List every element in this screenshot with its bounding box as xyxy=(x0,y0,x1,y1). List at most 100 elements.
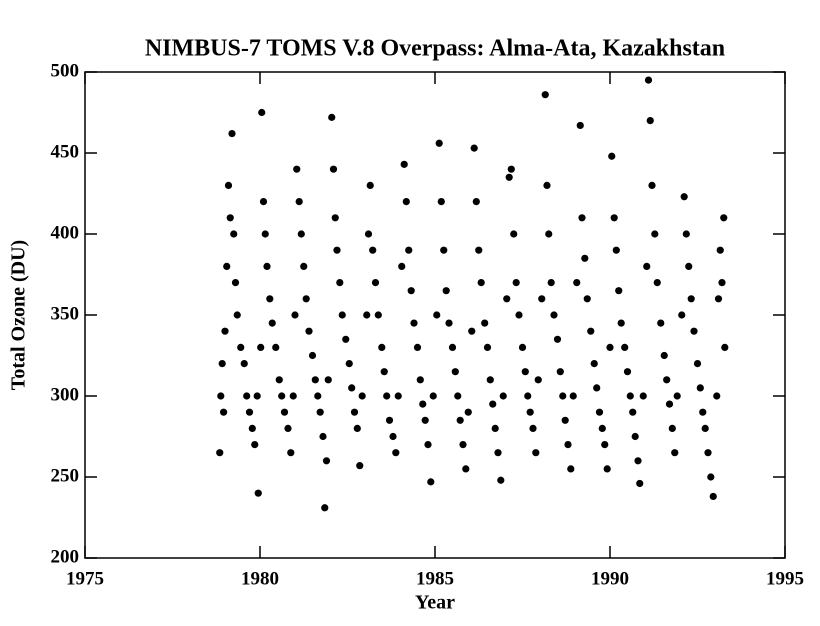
data-point xyxy=(543,181,551,189)
data-point xyxy=(636,479,644,488)
data-point xyxy=(671,449,679,457)
data-point xyxy=(287,449,295,457)
data-point xyxy=(333,246,341,254)
data-point xyxy=(356,462,364,470)
data-point xyxy=(701,424,709,432)
data-point xyxy=(413,343,422,351)
data-point xyxy=(648,181,656,189)
x-tick-label: 1990 xyxy=(591,568,629,589)
data-point xyxy=(682,230,690,238)
x-tick-label: 1980 xyxy=(241,568,279,589)
data-point xyxy=(424,441,432,449)
data-point xyxy=(429,392,437,400)
data-point xyxy=(419,400,427,408)
data-point xyxy=(505,173,513,181)
data-point xyxy=(507,165,515,173)
data-point xyxy=(284,424,292,432)
data-point xyxy=(451,368,459,376)
data-point xyxy=(251,441,259,449)
y-tick-label: 200 xyxy=(51,546,80,567)
data-point xyxy=(608,152,616,160)
data-point xyxy=(713,392,721,400)
data-point xyxy=(275,376,283,384)
data-point xyxy=(400,160,408,168)
data-point xyxy=(314,392,322,400)
data-point xyxy=(518,343,527,351)
data-point xyxy=(322,457,331,465)
data-point xyxy=(696,384,704,392)
data-point xyxy=(366,181,374,189)
data-point xyxy=(515,311,523,319)
data-point xyxy=(499,392,507,400)
data-point xyxy=(660,351,668,360)
data-point xyxy=(707,473,715,481)
data-point xyxy=(433,311,441,319)
data-point xyxy=(338,311,346,319)
data-point xyxy=(483,343,492,351)
data-point xyxy=(231,279,240,287)
data-point xyxy=(709,492,717,501)
data-point xyxy=(569,392,577,400)
data-point xyxy=(651,230,659,238)
data-point xyxy=(718,279,726,287)
x-tick-label: 1995 xyxy=(766,568,804,589)
data-point xyxy=(257,343,265,351)
data-point xyxy=(690,327,698,335)
data-point xyxy=(472,198,480,206)
data-point xyxy=(416,376,424,384)
data-point xyxy=(510,230,518,238)
data-point xyxy=(345,360,353,368)
data-point xyxy=(693,360,702,368)
data-point xyxy=(567,465,575,473)
data-point xyxy=(714,295,723,303)
data-point xyxy=(553,335,562,343)
data-point xyxy=(699,408,707,416)
data-point xyxy=(716,246,724,254)
data-point xyxy=(601,441,609,449)
data-point xyxy=(634,457,642,465)
data-point xyxy=(280,408,289,416)
data-point xyxy=(328,113,336,121)
data-point xyxy=(398,262,406,270)
data-point xyxy=(481,319,489,327)
data-point xyxy=(405,246,413,254)
data-point xyxy=(573,279,581,287)
data-point xyxy=(685,262,693,270)
data-point xyxy=(491,424,499,432)
data-point xyxy=(435,139,443,147)
data-point xyxy=(617,319,625,327)
data-point xyxy=(216,449,224,457)
data-point xyxy=(578,214,586,222)
data-point xyxy=(550,311,558,319)
data-point xyxy=(610,214,618,222)
y-tick-label: 350 xyxy=(51,303,80,324)
data-point xyxy=(581,254,589,262)
data-point xyxy=(576,121,584,130)
data-point xyxy=(532,449,540,457)
data-point xyxy=(374,311,382,319)
data-point xyxy=(389,432,397,441)
data-point xyxy=(233,311,241,319)
data-point xyxy=(462,465,470,473)
data-point xyxy=(631,432,639,441)
data-point xyxy=(230,230,238,238)
data-point xyxy=(603,465,611,473)
data-point xyxy=(556,368,564,376)
data-point xyxy=(394,392,402,400)
data-point xyxy=(639,392,647,400)
data-point xyxy=(470,144,478,152)
data-point xyxy=(526,408,534,416)
data-point xyxy=(665,400,674,408)
data-point xyxy=(383,392,391,400)
data-point xyxy=(657,319,665,327)
data-point xyxy=(261,230,269,238)
data-point xyxy=(402,198,410,206)
data-point xyxy=(369,246,377,254)
data-point xyxy=(353,424,361,432)
data-point xyxy=(272,343,280,351)
data-point xyxy=(590,360,598,368)
data-point xyxy=(300,262,308,270)
chart-title: NIMBUS-7 TOMS V.8 Overpass: Alma-Ata, Ka… xyxy=(145,36,725,62)
data-point xyxy=(254,489,262,497)
